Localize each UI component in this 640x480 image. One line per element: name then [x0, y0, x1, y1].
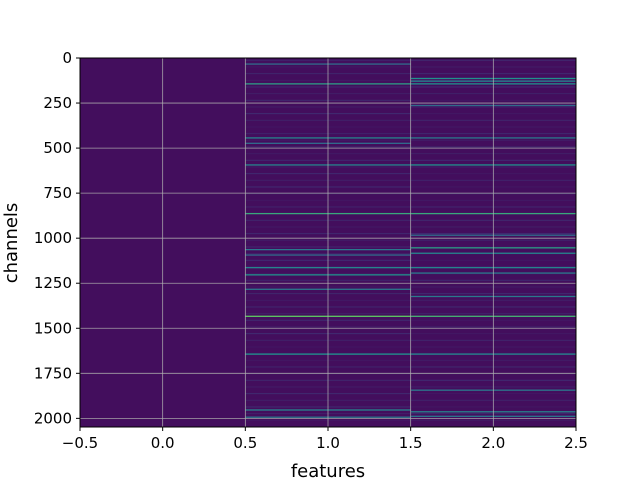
y-tick-label: 1500: [34, 319, 72, 337]
y-tick-label: 0: [62, 49, 72, 67]
y-axis-label: channels: [1, 203, 22, 284]
y-axis-ticks: 0 250 500 750 1000 1250 1500 1750 2000: [34, 49, 80, 427]
y-tick-label: 1250: [34, 274, 72, 292]
x-tick-label: 0.0: [151, 434, 175, 452]
x-axis-ticks: −0.5 0.0 0.5 1.0 1.5 2.0 2.5: [62, 427, 588, 452]
x-tick-label: −0.5: [62, 434, 98, 452]
x-tick-label: 0.5: [233, 434, 257, 452]
x-tick-label: 1.0: [316, 434, 340, 452]
y-tick-label: 1000: [34, 229, 72, 247]
y-tick-label: 1750: [34, 364, 72, 382]
x-tick-label: 1.5: [399, 434, 423, 452]
y-tick-label: 2000: [34, 409, 72, 427]
x-tick-label: 2.5: [564, 434, 588, 452]
x-axis-label: features: [291, 461, 365, 480]
y-tick-label: 750: [43, 184, 72, 202]
x-tick-label: 2.0: [481, 434, 505, 452]
y-tick-label: 500: [43, 139, 72, 157]
y-tick-label: 250: [43, 94, 72, 112]
